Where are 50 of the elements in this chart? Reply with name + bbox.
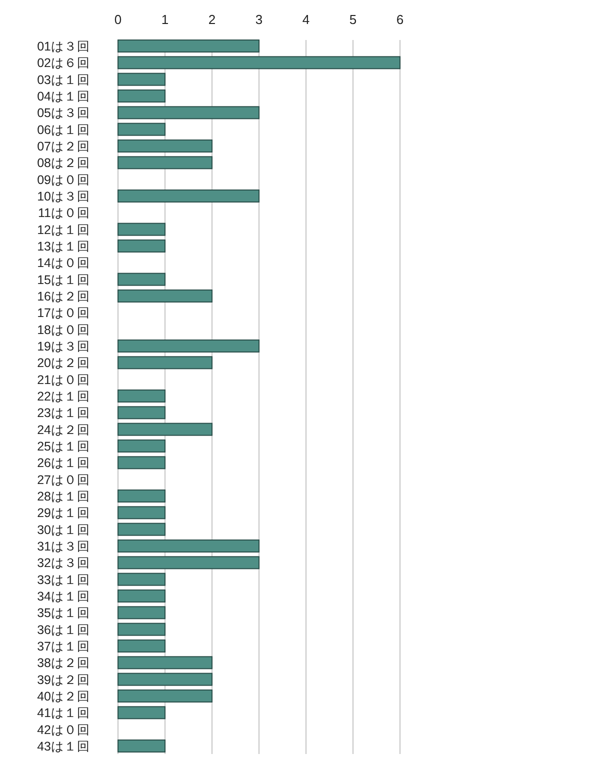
- x-tick-label: 5: [349, 12, 357, 27]
- y-tick-label: 22は１回: [37, 390, 90, 404]
- y-tick-label: 43は１回: [37, 740, 90, 754]
- y-tick-label: 14は０回: [37, 256, 90, 270]
- y-tick-label: 30は１回: [37, 522, 90, 537]
- y-tick-label: 10は３回: [37, 190, 90, 204]
- y-tick-label: 33は１回: [37, 572, 90, 587]
- y-tick-label: 29は１回: [37, 506, 90, 520]
- y-tick-label: 18は０回: [37, 322, 90, 337]
- y-tick-label: 41は１回: [37, 706, 90, 720]
- y-tick-label: 32は３回: [37, 556, 90, 570]
- y-tick-label: 42は０回: [37, 722, 90, 737]
- y-tick-label: 09は０回: [37, 172, 90, 187]
- y-tick-label: 11は０回: [38, 206, 90, 220]
- x-tick-label: 1: [161, 12, 169, 27]
- y-tick-label: 17は０回: [37, 306, 90, 320]
- y-tick-label: 31は３回: [37, 540, 90, 554]
- y-tick-label: 21は０回: [37, 372, 90, 387]
- y-tick-label: 13は１回: [37, 240, 90, 254]
- y-tick-label: 19は３回: [37, 340, 90, 354]
- y-tick-label: 05は３回: [37, 106, 90, 120]
- y-tick-label: 40は２回: [37, 690, 90, 704]
- y-tick-label: 37は１回: [37, 640, 90, 654]
- y-tick-label: 26は１回: [37, 456, 90, 470]
- y-tick-label: 04は１回: [37, 90, 90, 104]
- y-tick-label: 27は０回: [37, 472, 90, 487]
- y-tick-label: 24は２回: [37, 422, 90, 437]
- y-tick-label: 34は１回: [37, 590, 90, 604]
- y-tick-label: 23は１回: [37, 406, 90, 420]
- y-tick-label: 08は２回: [37, 156, 90, 170]
- x-tick-label: 6: [396, 12, 404, 27]
- y-tick-label: 36は１回: [37, 622, 90, 637]
- y-tick-label: 03は１回: [37, 72, 90, 87]
- y-tick-label: 35は１回: [37, 606, 90, 620]
- y-tick-label: 07は２回: [37, 140, 90, 154]
- y-tick-label: 39は２回: [37, 672, 90, 687]
- x-tick-label: 0: [114, 12, 122, 27]
- y-tick-label: 01は３回: [37, 40, 90, 54]
- y-tick-label: 15は１回: [37, 272, 90, 287]
- y-tick-label: 02は６回: [37, 56, 90, 70]
- x-tick-label: 4: [302, 12, 310, 27]
- x-tick-label: 2: [208, 12, 216, 27]
- y-tick-label: 38は２回: [37, 656, 90, 670]
- y-tick-label: 12は１回: [37, 222, 90, 237]
- x-tick-label: 3: [255, 12, 263, 27]
- y-tick-label: 25は１回: [37, 440, 90, 454]
- y-tick-label: 28は１回: [37, 490, 90, 504]
- y-tick-label: 20は２回: [37, 356, 90, 370]
- y-tick-label: 06は１回: [37, 122, 90, 137]
- y-tick-label: 16は２回: [37, 290, 90, 304]
